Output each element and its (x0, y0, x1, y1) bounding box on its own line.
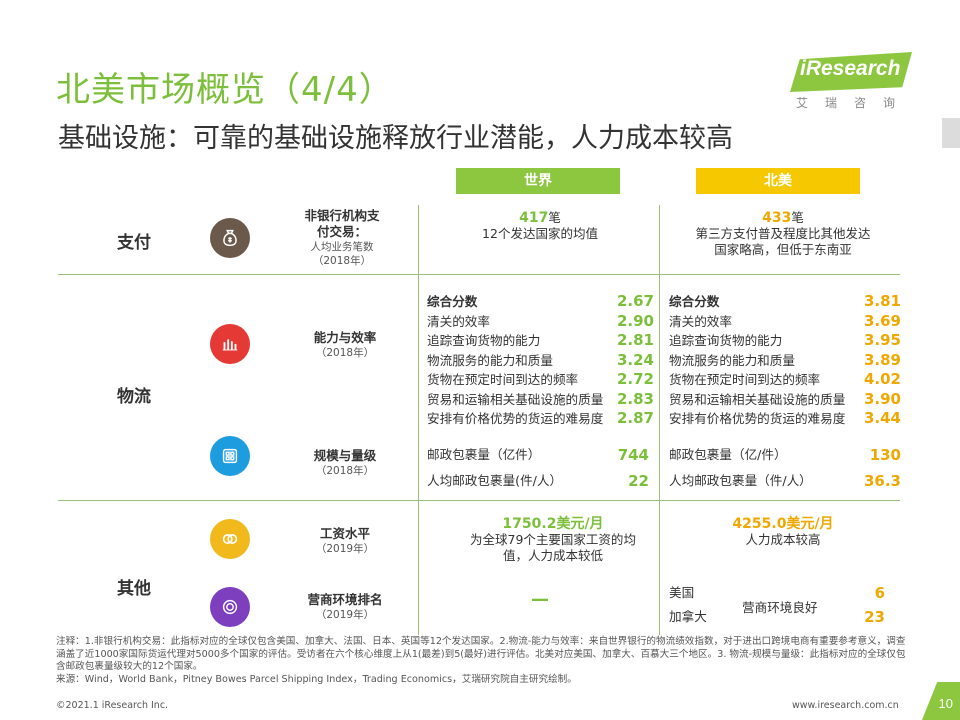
list-item: 邮政包裹量（亿件） 744 (427, 446, 649, 464)
wage-world-note: 为全球79个主要国家工资的均值，人力成本较低 (470, 532, 636, 563)
metric-payment-name: 非银行机构支付交易： (304, 208, 380, 239)
copyright: ©2021.1 iResearch Inc. (56, 700, 169, 711)
business-na-country-2: 加拿大 (669, 609, 707, 624)
list-item: 人均邮政包裹量(件/人） 22 (427, 472, 649, 490)
business-na-value-2: 23 (864, 608, 885, 626)
column-header-world: 世界 (456, 168, 620, 194)
list-item: 物流服务的能力和质量 3.89 (669, 350, 901, 369)
list-item: 追踪查询货物的能力 3.95 (669, 331, 901, 349)
wage-na-note: 人力成本较高 (745, 532, 821, 547)
footnote-text: 注释：1.非银行机构交易：此指标对应的全球仅包含美国、加拿大、法国、日本、英国等… (56, 636, 906, 672)
metric-wage-name: 工资水平 (319, 526, 370, 541)
business-na-row-1: 美国 6 (669, 582, 885, 604)
list-item: 物流服务的能力和质量 3.24 (427, 350, 654, 369)
metric-scale-name: 规模与量级 (313, 448, 377, 463)
list-item: 人均邮政包裹量（件/人） 36.3 (669, 472, 901, 490)
category-other: 其他 (117, 579, 151, 599)
wage-na-cell: 4255.0美元/月 人力成本较高 (690, 516, 876, 548)
payment-world-unit: 笔 (548, 210, 561, 225)
category-logistics: 物流 (117, 387, 151, 407)
wage-na-value: 4255.0美元/月 (732, 516, 834, 532)
list-item: 安排有价格优势的货运的难易度 2.87 (427, 409, 654, 427)
column-divider (659, 205, 660, 635)
logo-leaf-icon (790, 52, 912, 92)
list-item: 货物在预定时间到达的频率 4.02 (669, 370, 901, 388)
column-header-north-america: 北美 (696, 168, 860, 194)
business-na-value-1: 6 (874, 584, 885, 602)
iresearch-logo: iResearch 艾瑞咨询 (790, 52, 912, 112)
linked-rings-icon (210, 519, 250, 559)
business-na-row-2: 加拿大 23 (669, 606, 885, 628)
list-item: 清关的效率 3.69 (669, 311, 901, 330)
wage-world-value: 1750.2美元/月 (502, 516, 604, 532)
payment-na-note: 第三方支付普及程度比其他发达国家略高，但低于东南亚 (695, 226, 871, 257)
metric-scale-year: （2018年） (315, 465, 375, 477)
business-na-country-1: 美国 (669, 585, 695, 600)
capability-na-list: 综合分数 3.81 清关的效率 3.69 追踪查询货物的能力 3.95 物流服务的能力… (669, 292, 901, 429)
payment-world-note: 12个发达国家的均值 (482, 226, 598, 241)
metric-wage-year: （2019年） (315, 543, 375, 555)
side-decoration (942, 118, 960, 148)
category-payment: 支付 (117, 233, 151, 253)
row-divider (58, 274, 900, 275)
metric-scale: 规模与量级 （2018年） (285, 448, 405, 478)
list-item: 安排有价格优势的货运的难易度 3.44 (669, 409, 901, 427)
logo-brand-text: iResearch (800, 57, 901, 80)
grid-icon (210, 436, 250, 476)
bar-chart-icon (210, 324, 250, 364)
row-divider (58, 500, 900, 501)
list-item: 邮政包裹量（亿/件） 130 (669, 446, 901, 464)
list-item: 贸易和运输相关基础设施的质量 2.83 (427, 389, 654, 408)
business-na-note: 营商环境良好 (742, 600, 818, 615)
site-url: www.iresearch.com.cn (792, 700, 899, 711)
payment-world-value: 417 (519, 210, 549, 226)
list-item: 综合分数 2.67 (427, 292, 654, 310)
payment-na-value: 433 (762, 210, 792, 226)
page-title: 北美市场概览（4/4） (56, 70, 394, 110)
metric-business-name: 营商环境排名 (307, 592, 383, 607)
list-item: 贸易和运输相关基础设施的质量 3.90 (669, 389, 901, 408)
business-world-value: — (531, 589, 549, 610)
list-item: 货物在预定时间到达的频率 2.72 (427, 370, 654, 388)
payment-na-unit: 笔 (791, 210, 804, 225)
metric-capability: 能力与效率 （2018年） (285, 330, 405, 360)
footnotes: 注释：1.非银行机构交易：此指标对应的全球仅包含美国、加拿大、法国、日本、英国等… (56, 636, 906, 686)
list-item: 综合分数 3.81 (669, 292, 901, 310)
page-number: 10 (922, 682, 960, 720)
wage-world-cell: 1750.2美元/月 为全球79个主要国家工资的均值，人力成本较低 (468, 516, 638, 564)
scale-world-list: 邮政包裹量（亿件） 744 人均邮政包裹量(件/人） 22 (427, 442, 649, 494)
money-bag-icon (210, 218, 250, 258)
metric-payment-sub: 人均业务笔数 (310, 241, 374, 253)
target-icon (210, 587, 250, 627)
metric-capability-name: 能力与效率 (313, 330, 377, 345)
metric-capability-year: （2018年） (315, 347, 375, 359)
list-item: 追踪查询货物的能力 2.81 (427, 331, 654, 349)
column-divider (418, 205, 419, 635)
payment-world-cell: 417笔 12个发达国家的均值 (440, 210, 640, 242)
metric-payment-year: （2018年） (312, 255, 372, 267)
metric-business-year: （2019年） (315, 609, 375, 621)
metric-wage: 工资水平 （2019年） (285, 526, 405, 556)
source-text: 来源：Wind，World Bank，Pitney Bowes Parcel S… (56, 673, 577, 685)
metric-business: 营商环境排名 （2019年） (285, 592, 405, 622)
scale-na-list: 邮政包裹量（亿/件） 130 人均邮政包裹量（件/人） 36.3 (669, 442, 901, 494)
capability-world-list: 综合分数 2.67 清关的效率 2.90 追踪查询货物的能力 2.81 物流服务的能力… (427, 292, 654, 429)
page-subtitle: 基础设施：可靠的基础设施释放行业潜能，人力成本较高 (58, 123, 733, 154)
metric-payment: 非银行机构支付交易： 人均业务笔数 （2018年） (282, 208, 402, 268)
logo-cn-text: 艾瑞咨询 (796, 96, 913, 110)
list-item: 清关的效率 2.90 (427, 311, 654, 330)
payment-na-cell: 433笔 第三方支付普及程度比其他发达国家略高，但低于东南亚 (690, 210, 876, 258)
